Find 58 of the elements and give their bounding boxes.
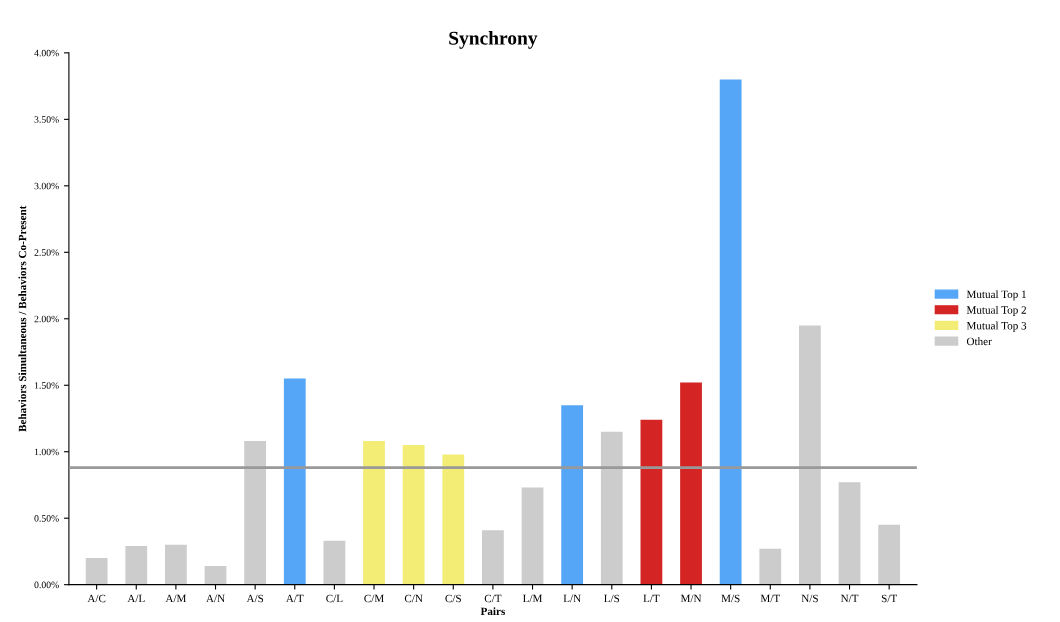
bar (125, 546, 148, 585)
y-axis-title: Behaviors Simultaneous / Behaviors Co-Present (18, 205, 27, 432)
bar (878, 524, 901, 585)
x-tick-label: C/M (364, 594, 384, 603)
bar (600, 431, 623, 585)
x-tick-label: S/T (881, 594, 897, 603)
bar (838, 482, 861, 585)
x-tick-label: L/T (643, 594, 660, 603)
x-tick-label: A/T (285, 594, 304, 603)
x-tick-label: A/S (246, 594, 264, 603)
bar (244, 441, 267, 585)
x-tick-label: C/T (484, 594, 502, 603)
x-tick-label: C/L (326, 594, 343, 603)
bar (680, 382, 702, 585)
bar (85, 558, 108, 585)
y-tick-label: 0.00% (34, 581, 59, 589)
y-tick-label: 1.50% (34, 382, 59, 389)
y-tick-label: 2.50% (34, 249, 59, 256)
bar (640, 419, 663, 585)
x-tick-label: L/N (563, 594, 581, 603)
x-axis-title: Pairs (480, 607, 505, 616)
x-tick-label: A/M (165, 594, 187, 603)
chart-title: Synchrony (449, 31, 538, 49)
x-tick-label: L/S (604, 594, 620, 603)
y-tick-label: 3.00% (34, 182, 59, 190)
bar (759, 548, 782, 585)
x-tick-label: L/M (522, 594, 543, 603)
bar (482, 530, 504, 585)
x-tick-label: N/S (801, 594, 818, 603)
x-tick-label: N/T (840, 594, 859, 603)
x-tick-label: M/S (721, 594, 740, 603)
legend-label: Mutual Top 2 (966, 305, 1027, 316)
bar (442, 454, 465, 585)
bar (363, 441, 385, 585)
x-tick-label: C/S (445, 594, 461, 603)
legend-label: Other (966, 337, 992, 346)
bar (164, 544, 187, 585)
y-tick-label: 2.00% (34, 315, 59, 323)
x-tick-label: A/C (87, 594, 106, 603)
bar (204, 566, 227, 585)
x-tick-label: M/N (680, 594, 702, 603)
bar (521, 487, 544, 585)
y-tick-label: 4.00% (34, 49, 59, 57)
bar (323, 540, 346, 585)
x-tick-label: A/N (206, 594, 225, 603)
x-tick-label: C/N (404, 594, 423, 603)
y-tick-label: 1.00% (34, 448, 59, 456)
bar (561, 405, 584, 585)
y-tick-label: 0.50% (34, 515, 59, 522)
legend-label: Mutual Top 1 (966, 290, 1026, 301)
x-tick-label: M/T (760, 594, 780, 603)
bar (283, 378, 306, 585)
bar (719, 79, 742, 585)
y-tick-label: 3.50% (34, 116, 59, 123)
bar (799, 325, 821, 585)
legend-label: Mutual Top 3 (966, 321, 1027, 332)
bar (402, 445, 425, 585)
x-tick-label: A/L (127, 594, 145, 603)
